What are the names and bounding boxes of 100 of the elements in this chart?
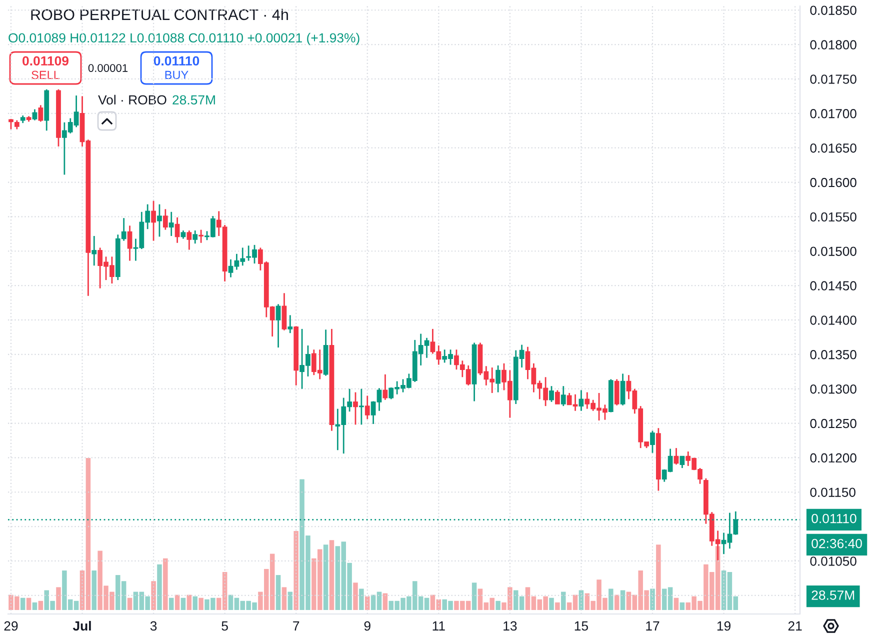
bar [674, 598, 679, 610]
x-tick-label: 13 [504, 621, 517, 631]
bar [276, 575, 281, 610]
candlestick [549, 385, 554, 403]
text: 02:36:40 [812, 538, 862, 548]
x-tick-label: Jul [72, 620, 91, 631]
y-tick-label: 0.01550 [810, 212, 856, 222]
bar [180, 598, 186, 610]
x-tick-label: 7 [293, 621, 300, 631]
bar [20, 598, 26, 610]
candlestick [680, 456, 685, 469]
bar [157, 564, 162, 610]
chart-title: Vol · ROBO [98, 94, 166, 105]
candlestick [192, 230, 198, 244]
bar [614, 594, 620, 610]
candlestick [282, 292, 287, 332]
annotation: 0.00001 [88, 64, 128, 72]
bar [496, 600, 500, 610]
candlestick [151, 200, 156, 242]
candlestick [364, 395, 370, 420]
bar [656, 544, 661, 610]
bar [127, 598, 132, 610]
bar [329, 540, 334, 610]
y-tick-label: 0.01200 [810, 453, 856, 463]
bar [186, 594, 192, 610]
bar [472, 582, 477, 610]
bar [32, 602, 38, 610]
bar [168, 598, 174, 610]
bar [620, 590, 626, 610]
bar [555, 602, 560, 610]
bar [282, 587, 287, 610]
bar [288, 592, 293, 610]
bar [151, 581, 156, 610]
y-tick-label: 0.01500 [810, 246, 856, 256]
y-tick-label: 0.01450 [810, 281, 856, 290]
candlestick [288, 314, 293, 334]
bar [294, 530, 298, 610]
annotation: BUY [165, 70, 188, 80]
y-tick-label: 0.01300 [810, 384, 856, 394]
annotation: 0.01110 [154, 56, 200, 66]
y-tick-label: 0.01850 [810, 6, 856, 15]
bar [92, 570, 97, 610]
y-tick-label: 0.01150 [810, 488, 856, 497]
x-tick-label: 5 [222, 621, 228, 631]
x-tick-label: 17 [646, 621, 660, 631]
annotation: O0.01089 H0.01122 L0.01088 C0.01110 +0.00021 (+1.93%) [8, 32, 360, 46]
bar [608, 588, 614, 610]
y-tick-label: 0.01800 [810, 40, 856, 50]
candlestick [168, 211, 174, 237]
y-tick-label: 0.01250 [810, 418, 856, 428]
candlestick [650, 430, 655, 454]
candlestick [674, 447, 679, 466]
candlestick [92, 235, 97, 266]
y-tick-label: 0.01600 [810, 178, 856, 188]
bar [359, 588, 364, 610]
y-tick-label: 0.01750 [810, 74, 856, 84]
x-tick-label: 29 [4, 621, 18, 631]
bar [382, 593, 388, 610]
text: 28.57M [812, 590, 854, 600]
candlestick [186, 230, 192, 250]
candlestick [496, 364, 500, 393]
x-tick-label: 21 [788, 621, 802, 631]
bar [561, 592, 566, 610]
x-tick-label: 15 [574, 621, 588, 631]
candlestick [162, 208, 168, 230]
y-tick-label: 0.01700 [810, 109, 856, 118]
y-tick-label: 0.01050 [810, 556, 856, 566]
bar [353, 582, 358, 610]
candlestick [578, 390, 584, 412]
x-tick-label: 19 [717, 621, 730, 631]
bar [192, 596, 198, 610]
bar [650, 588, 655, 610]
annotation: SELL [32, 70, 60, 80]
candlestick [620, 372, 626, 406]
bar [56, 587, 61, 610]
chart-title: ROBO PERPETUAL CONTRACT · 4h [31, 8, 288, 20]
y-tick-label: 0.01650 [810, 143, 856, 153]
bar [38, 600, 44, 610]
candlestick [358, 388, 364, 426]
annotation: 0.01109 [22, 56, 68, 66]
bar [198, 598, 204, 610]
candlestick [127, 224, 132, 262]
candlestick [560, 385, 566, 407]
candlestick [555, 390, 560, 405]
y-tick-label: 0.01350 [810, 350, 856, 360]
x-tick-label: 11 [432, 621, 445, 631]
y-tick-label: 0.01400 [810, 316, 856, 325]
x-tick-label: 3 [150, 621, 157, 631]
candlestick [353, 392, 358, 426]
candlestick [614, 378, 620, 406]
bar [323, 544, 328, 610]
candlestick [157, 204, 162, 238]
candlestick [276, 303, 281, 348]
x-tick-label: 9 [364, 621, 370, 631]
bar [163, 558, 168, 610]
annotation: 28.57M [172, 95, 215, 105]
ref-line-label: 0.01110 [812, 514, 856, 524]
bar [174, 594, 180, 610]
bar [26, 598, 32, 610]
bar [680, 602, 685, 610]
